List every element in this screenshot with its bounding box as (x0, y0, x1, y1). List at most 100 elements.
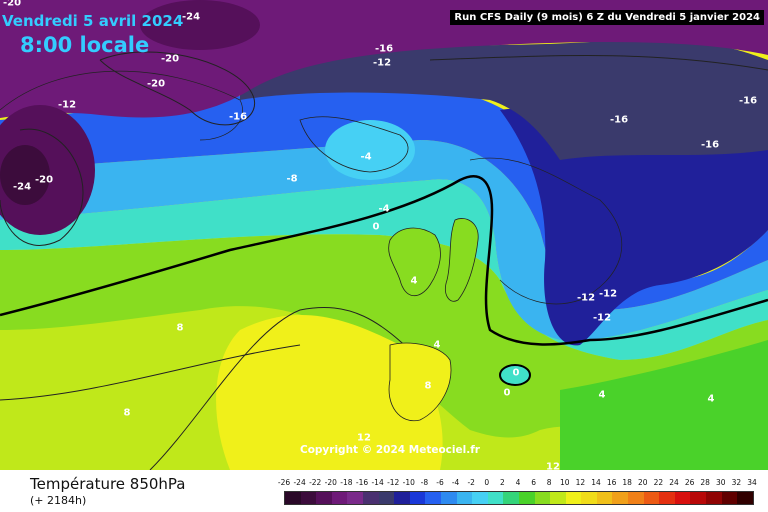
legend-tick: 18 (622, 478, 632, 487)
isotherm-label: -8 (286, 173, 298, 185)
legend-tick: -24 (293, 478, 306, 487)
legend-tick: 6 (531, 478, 536, 487)
legend-tick: -2 (467, 478, 475, 487)
legend-tick: -8 (420, 478, 429, 487)
legend-tick: 26 (684, 478, 695, 487)
color-swatch (331, 492, 348, 504)
color-swatch (425, 492, 441, 504)
legend-tick: -26 (277, 478, 291, 487)
isotherm-label: 8 (424, 380, 432, 392)
color-swatch (706, 492, 722, 504)
color-swatch (518, 492, 535, 504)
color-swatch (596, 492, 613, 504)
greenland-coast (0, 70, 243, 141)
color-swatch (347, 492, 363, 504)
band-4 (560, 340, 768, 470)
iceland-coast (299, 116, 409, 173)
contour-minus20 (0, 128, 84, 246)
legend-tick: -12 (387, 478, 400, 487)
color-swatch (612, 492, 629, 504)
band-minus16 (240, 39, 768, 160)
color-swatch (674, 492, 691, 504)
isotherm-label: -16 (228, 111, 248, 123)
isotherm-label: 8 (123, 407, 131, 419)
british-isles (388, 227, 441, 297)
color-swatch (362, 492, 379, 504)
isotherm-label: -20 (146, 78, 166, 90)
color-swatch (285, 492, 301, 504)
isotherm-label: -20 (2, 0, 22, 9)
legend-tick: -22 (309, 478, 322, 487)
legend-title: Température 850hPa (30, 475, 186, 493)
legend-tick: 24 (669, 478, 679, 487)
isotherm-label: -24 (181, 11, 201, 23)
isotherm-label: -16 (700, 139, 720, 151)
band-minus4 (0, 140, 768, 341)
color-swatch (409, 492, 426, 504)
contour-4 (0, 344, 301, 401)
legend-tick: 28 (700, 478, 710, 487)
color-swatch (316, 492, 332, 504)
legend-tick: 22 (653, 478, 664, 487)
scandinavia-coast (469, 157, 623, 305)
isotherm-label: -12 (372, 57, 392, 69)
color-swatch (440, 492, 457, 504)
isotherm-label: 12 (546, 461, 560, 473)
legend-tick: 30 (716, 478, 726, 487)
isotherm-label: -16 (609, 114, 629, 126)
isotherm-zero-loop (499, 364, 531, 386)
legend-ticks: -26 -24 -22 -20 -18 -16 -14 -12 -10 -8 -6 -4 -2 0 2 4 6 8… (277, 478, 757, 490)
legend-tick: 16 (606, 478, 617, 487)
color-swatch (487, 492, 504, 504)
legend-tick: 2 (500, 478, 505, 487)
color-scale (284, 491, 754, 505)
isotherm-label: -16 (374, 43, 394, 55)
band-10 (216, 314, 443, 470)
legend-tick: 20 (638, 478, 648, 487)
legend-tick: -4 (451, 478, 460, 487)
legend-tick: 10 (560, 478, 570, 487)
color-swatch (581, 492, 597, 504)
color-swatch (565, 492, 582, 504)
isotherm-label: -20 (34, 174, 54, 186)
color-swatch (643, 492, 660, 504)
band-0 (0, 179, 768, 360)
contour-minus16-north (429, 55, 768, 71)
legend-tick: -16 (355, 478, 369, 487)
legend-tick: -6 (436, 478, 444, 487)
legend-tick: 4 (515, 478, 521, 487)
legend-tick: 32 (731, 478, 742, 487)
isotherm-label: -4 (360, 151, 372, 163)
cold-core-west-inner (0, 145, 50, 205)
color-swatch (456, 492, 473, 504)
isotherm-label: 4 (410, 275, 418, 287)
copyright: Copyright © 2024 Meteociel.fr (300, 444, 480, 456)
iberia (388, 342, 452, 422)
temperature-map (0, 0, 768, 470)
legend-tick: -10 (402, 478, 415, 487)
forecast-date: Vendredi 5 avril 2024 (2, 12, 184, 30)
run-info: Run CFS Daily (9 mois) 6 Z du Vendredi 5… (450, 10, 764, 25)
color-swatch (690, 492, 707, 504)
color-swatch (721, 492, 738, 504)
color-swatch (550, 492, 566, 504)
isotherm-label: -12 (598, 288, 618, 300)
color-swatch (534, 492, 551, 504)
isotherm-label: -12 (57, 99, 77, 111)
cold-core-north (140, 0, 260, 50)
isotherm-label: 0 (503, 387, 511, 399)
isotherm-label: -20 (160, 53, 180, 65)
legend-tick: 14 (591, 478, 601, 487)
isotherm-label: -24 (12, 181, 32, 193)
iceland-patch (325, 120, 415, 180)
isotherm-label: 4 (433, 339, 441, 351)
isotherm-label: -12 (576, 292, 596, 304)
color-swatch (628, 492, 644, 504)
color-swatch (737, 492, 753, 504)
color-swatch (503, 492, 519, 504)
isotherm-zero (0, 175, 768, 346)
legend-tick: -18 (340, 478, 353, 487)
legend-tick: 12 (575, 478, 586, 487)
isotherm-label: -4 (378, 203, 390, 215)
